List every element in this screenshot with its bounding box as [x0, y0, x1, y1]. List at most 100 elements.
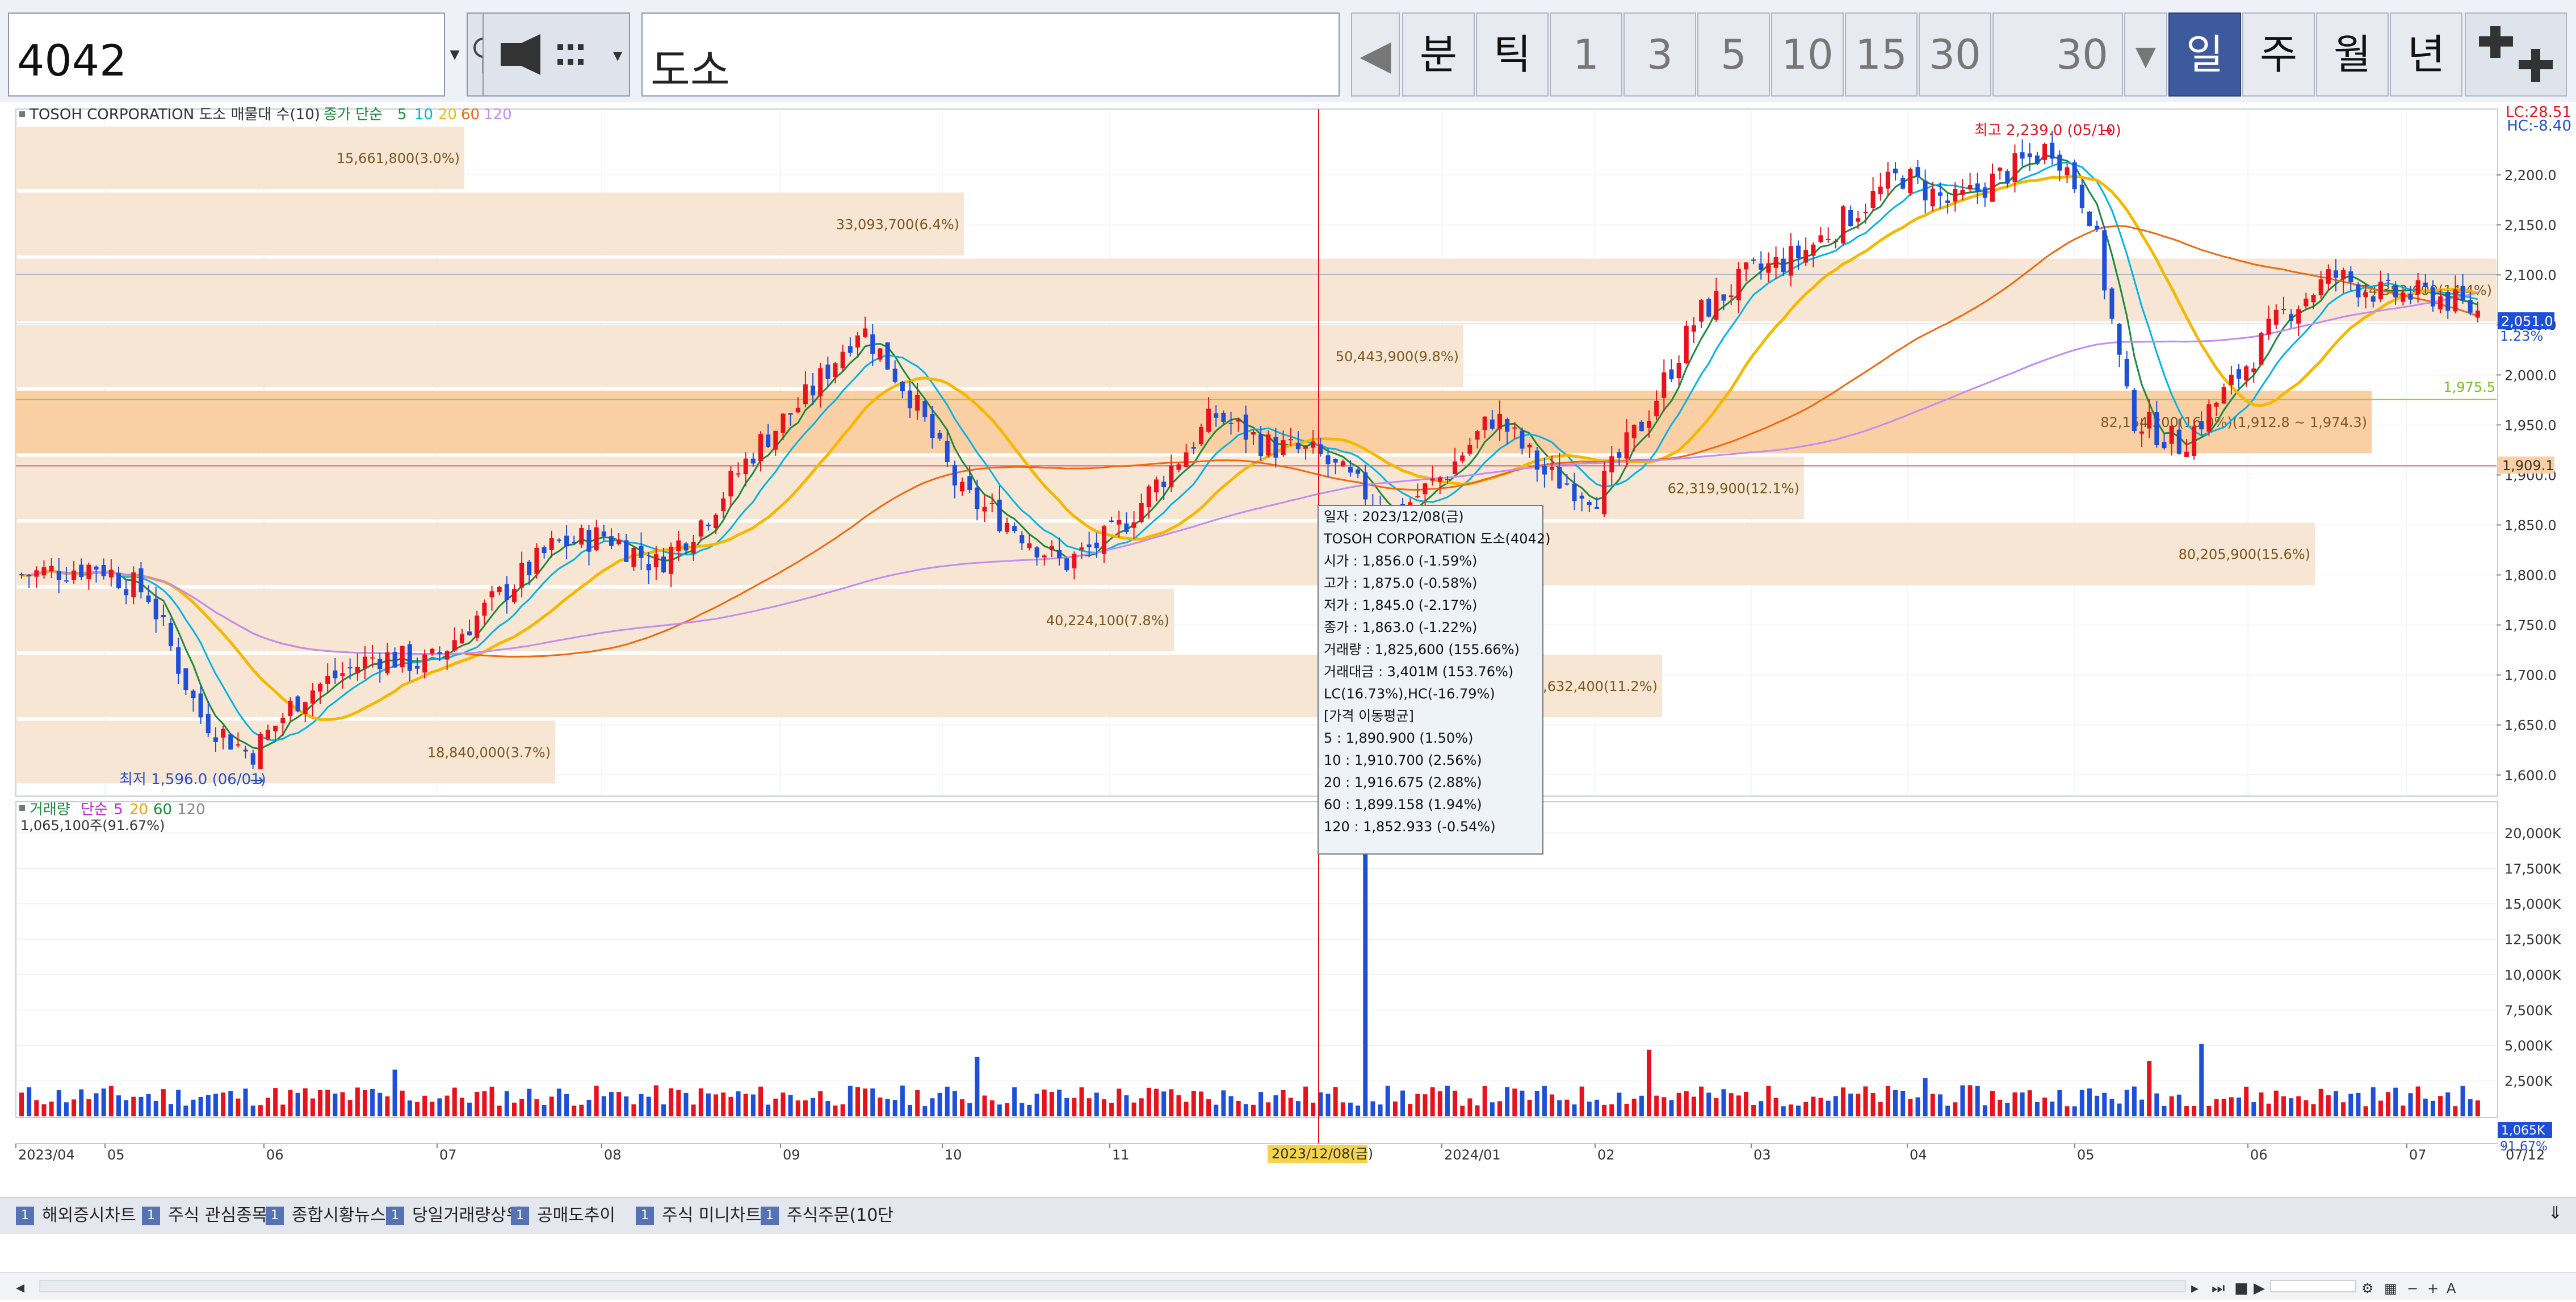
scroll-end-icon[interactable]: ⏭ [2212, 1280, 2225, 1297]
candle-body [818, 368, 823, 397]
stop-icon[interactable]: ■ [2234, 1280, 2248, 1297]
volume-bar [2453, 1106, 2458, 1116]
volume-bar [1423, 1094, 1428, 1116]
timeframe-week[interactable]: 주 [2242, 12, 2315, 97]
stock-name-field[interactable]: 도소 [641, 12, 1340, 97]
volume-bar [1512, 1089, 1517, 1116]
taskbar-scroll-icon[interactable]: ⇓ [2548, 1203, 2562, 1223]
period-tick[interactable]: 틱 [1476, 12, 1549, 97]
x-tick-label: 07/12 [2506, 1147, 2545, 1163]
task-overseas-chart[interactable]: 1 해외증시차트 [16, 1203, 136, 1228]
volume-bar [892, 1100, 897, 1116]
task-volume-ranking[interactable]: 1 당일거래량상위 [386, 1203, 522, 1228]
chart-settings-button[interactable] [2465, 12, 2567, 97]
volume-bar [392, 1069, 397, 1116]
volume-bar [2176, 1094, 2181, 1116]
prev-button[interactable]: ◀ [1351, 12, 1400, 97]
candle-body [1953, 189, 1958, 202]
x-tick-label: 06 [2250, 1147, 2268, 1163]
volume-bar [1221, 1090, 1226, 1116]
price-tick-label: 1,700.0 [2504, 668, 2557, 684]
volume-bar [2050, 1101, 2055, 1116]
interval-input[interactable]: 30 [1992, 12, 2123, 97]
zoom-out-icon[interactable]: − [2407, 1280, 2418, 1296]
code-dropdown-arrow-icon[interactable]: ▾ [450, 43, 460, 65]
candle-body [1572, 483, 1577, 501]
timeframe-day[interactable]: 일 [2168, 12, 2241, 97]
candle-body [79, 564, 84, 577]
candle-body [2162, 442, 2167, 449]
horizontal-scrollbar[interactable] [39, 1280, 2186, 1292]
play-icon[interactable]: ▶ [2254, 1280, 2265, 1297]
scroll-right-icon[interactable]: ▸ [2191, 1280, 2199, 1297]
volume-badge-value: 1,065K [2501, 1124, 2545, 1138]
volume-bar [601, 1096, 606, 1116]
timeframe-month[interactable]: 월 [2316, 12, 2389, 97]
candle-body [922, 401, 928, 417]
candle-body [1982, 187, 1987, 198]
period-15[interactable]: 15 [1845, 12, 1918, 97]
volume-bar [766, 1104, 771, 1116]
volume-bar [2326, 1095, 2331, 1116]
volume-bar [1975, 1086, 1980, 1116]
volume-bar [1034, 1094, 1039, 1116]
candle-body [2169, 425, 2174, 444]
zoom-in-icon[interactable]: + [2427, 1280, 2439, 1296]
volume-bar [1198, 1091, 1203, 1116]
candle-body [2079, 185, 2084, 208]
candle-body [1863, 212, 1868, 213]
stock-code-input[interactable]: 4042 [8, 12, 445, 97]
tooltip-line: 20 : 1,916.675 (2.88%) [1324, 774, 1482, 790]
task-short-selling[interactable]: 1 공매도추이 [511, 1203, 615, 1228]
candle-body [900, 382, 905, 392]
period-minute[interactable]: 분 [1402, 12, 1475, 97]
task-mini-chart[interactable]: 1 주식 미니차트 [636, 1203, 761, 1228]
candle-body [1960, 190, 1965, 195]
volume-bar [736, 1091, 741, 1116]
x-tick-label: 07 [2409, 1147, 2427, 1163]
volume-bar [2087, 1088, 2092, 1116]
zoom-slider[interactable] [2270, 1280, 2356, 1292]
task-stock-order[interactable]: 1 주식주문(10단 [761, 1203, 893, 1228]
period-1[interactable]: 1 [1550, 12, 1622, 97]
tools-icon[interactable]: ⚙ [2361, 1280, 2374, 1296]
candle-body [1915, 167, 1920, 177]
period-30[interactable]: 30 [1919, 12, 1991, 97]
task-market-news[interactable]: 1 종합시황뉴스 [266, 1203, 386, 1228]
candle-body [153, 598, 158, 619]
volume-bar [124, 1100, 129, 1116]
grid-icon[interactable]: ▦ [2384, 1280, 2397, 1296]
interval-dropdown-button[interactable]: ▾ [2124, 12, 2167, 97]
volume-bar [2356, 1092, 2361, 1116]
text-size-icon[interactable]: A [2447, 1280, 2456, 1296]
period-5[interactable]: 5 [1697, 12, 1770, 97]
period-3[interactable]: 3 [1623, 12, 1696, 97]
scroll-left-icon[interactable]: ◂ [16, 1278, 24, 1297]
price-tick-label: 1,600.0 [2504, 768, 2557, 784]
group-link-button[interactable]: ▾ [483, 12, 630, 97]
left-arrow-icon: ◀ [1360, 31, 1391, 78]
task-watchlist[interactable]: 1 주식 관심종목 [142, 1203, 267, 1228]
tooltip-line: 60 : 1,899.158 (1.94%) [1324, 797, 1482, 813]
volume-bar [2199, 1044, 2204, 1116]
volume-bar [2289, 1098, 2294, 1116]
candle-body [2371, 296, 2376, 302]
candle-body [1101, 526, 1106, 554]
profile-label: 82,154,200(16.0%)(1,912.8 ~ 1,974.3) [2100, 415, 2367, 430]
volume-bar [489, 1086, 494, 1116]
candle-body [564, 535, 569, 547]
candle-body [2259, 333, 2264, 365]
stock-chart[interactable]: 15,661,800(3.0%)33,093,700(6.4%)74,382,6… [0, 102, 2576, 1170]
period-10[interactable]: 10 [1771, 12, 1844, 97]
volume-bar [191, 1099, 196, 1116]
candle-body [1117, 520, 1122, 525]
candle-body [2214, 403, 2219, 407]
timeframe-year[interactable]: 년 [2390, 12, 2462, 97]
candle-body [1072, 554, 1077, 568]
candle-body [191, 690, 196, 698]
volume-bar [2341, 1102, 2346, 1116]
price-tick-label: 1,950.0 [2504, 417, 2557, 433]
candle-body [139, 568, 144, 593]
chart-area[interactable]: 15,661,800(3.0%) 33,093,700(6.4%) 74,382,6… [0, 102, 2576, 1300]
volume-tick-label: 20,000K [2504, 826, 2562, 842]
